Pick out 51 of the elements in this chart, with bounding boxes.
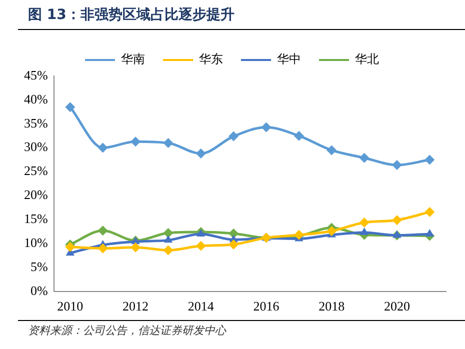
point <box>196 148 206 159</box>
y-tick-label: 40% <box>24 91 48 106</box>
y-tick-label: 30% <box>24 139 48 154</box>
point <box>98 142 108 153</box>
x-tick-label: 2020 <box>384 298 410 314</box>
point <box>98 226 108 236</box>
point <box>359 152 370 163</box>
point <box>425 228 434 236</box>
point <box>261 122 272 132</box>
y-tick-label: 35% <box>24 115 48 130</box>
point <box>424 154 435 165</box>
point <box>65 242 76 252</box>
point <box>228 131 239 142</box>
legend-label: 华南 <box>121 52 145 66</box>
legend-label: 华东 <box>199 52 223 66</box>
point <box>228 239 239 250</box>
chart-title: 图 13：非强势区域占比逐步提升 <box>28 6 234 24</box>
point <box>424 206 435 217</box>
x-tick-label: 2010 <box>57 298 84 314</box>
y-tick-label: 45% <box>24 67 48 82</box>
x-tick-label: 2014 <box>188 298 214 314</box>
point <box>326 145 337 156</box>
y-tick-label: 5% <box>30 258 48 274</box>
y-tick-label: 0% <box>30 282 48 298</box>
y-tick-label: 15% <box>24 211 48 226</box>
x-tick-label: 2018 <box>318 298 345 314</box>
point <box>359 217 370 228</box>
text: 资料来源：公司公告，信达证券研发中心 <box>28 323 226 338</box>
y-tick-label: 25% <box>24 163 48 178</box>
point <box>164 235 173 243</box>
point <box>392 160 402 170</box>
point <box>360 228 369 236</box>
point <box>196 240 206 251</box>
point <box>130 242 141 252</box>
point <box>98 243 108 254</box>
point <box>130 136 141 147</box>
point <box>228 228 239 238</box>
point <box>163 245 174 256</box>
legend-label: 华北 <box>355 52 379 66</box>
point <box>163 138 174 148</box>
point <box>392 230 402 238</box>
point <box>392 215 402 226</box>
y-tick-label: 20% <box>24 187 48 202</box>
legend-label: 华中 <box>277 52 301 66</box>
point <box>163 228 174 238</box>
point <box>65 102 76 112</box>
x-tick-label: 2012 <box>122 298 149 314</box>
x-tick-label: 2016 <box>253 298 280 314</box>
y-tick-label: 10% <box>24 234 48 250</box>
point <box>326 226 337 236</box>
point <box>294 130 304 141</box>
